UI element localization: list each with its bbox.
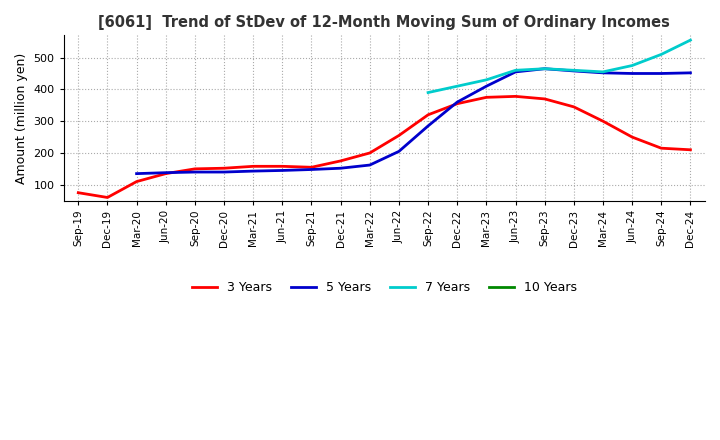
3 Years	[103, 195, 112, 200]
7 Years	[453, 84, 462, 89]
5 Years	[657, 71, 665, 76]
Line: 7 Years: 7 Years	[428, 40, 690, 92]
7 Years	[511, 68, 520, 73]
5 Years	[570, 68, 578, 73]
5 Years	[249, 169, 258, 174]
3 Years	[453, 101, 462, 106]
5 Years	[366, 162, 374, 168]
3 Years	[628, 135, 636, 140]
5 Years	[161, 170, 170, 175]
7 Years	[628, 63, 636, 68]
5 Years	[395, 149, 403, 154]
7 Years	[482, 77, 491, 82]
5 Years	[278, 168, 287, 173]
3 Years	[570, 104, 578, 110]
7 Years	[598, 69, 607, 74]
3 Years	[74, 190, 83, 195]
7 Years	[540, 66, 549, 71]
Legend: 3 Years, 5 Years, 7 Years, 10 Years: 3 Years, 5 Years, 7 Years, 10 Years	[187, 276, 582, 299]
3 Years	[657, 146, 665, 151]
3 Years	[249, 164, 258, 169]
5 Years	[540, 66, 549, 71]
3 Years	[336, 158, 345, 164]
5 Years	[336, 165, 345, 171]
3 Years	[482, 95, 491, 100]
5 Years	[191, 169, 199, 175]
3 Years	[540, 96, 549, 102]
Line: 5 Years: 5 Years	[137, 69, 690, 174]
3 Years	[307, 165, 316, 170]
Y-axis label: Amount (million yen): Amount (million yen)	[15, 52, 28, 183]
3 Years	[278, 164, 287, 169]
3 Years	[220, 165, 228, 171]
3 Years	[424, 112, 433, 117]
7 Years	[657, 52, 665, 57]
3 Years	[511, 94, 520, 99]
3 Years	[598, 118, 607, 124]
3 Years	[395, 133, 403, 138]
5 Years	[686, 70, 695, 76]
5 Years	[307, 167, 316, 172]
3 Years	[366, 150, 374, 156]
Line: 3 Years: 3 Years	[78, 96, 690, 198]
Title: [6061]  Trend of StDev of 12-Month Moving Sum of Ordinary Incomes: [6061] Trend of StDev of 12-Month Moving…	[99, 15, 670, 30]
3 Years	[191, 166, 199, 172]
5 Years	[220, 169, 228, 175]
7 Years	[570, 68, 578, 73]
3 Years	[686, 147, 695, 152]
5 Years	[453, 99, 462, 105]
7 Years	[424, 90, 433, 95]
5 Years	[132, 171, 141, 176]
5 Years	[628, 71, 636, 76]
5 Years	[598, 70, 607, 76]
5 Years	[482, 84, 491, 89]
3 Years	[132, 179, 141, 184]
7 Years	[686, 37, 695, 43]
5 Years	[511, 69, 520, 74]
5 Years	[424, 123, 433, 128]
3 Years	[161, 171, 170, 176]
